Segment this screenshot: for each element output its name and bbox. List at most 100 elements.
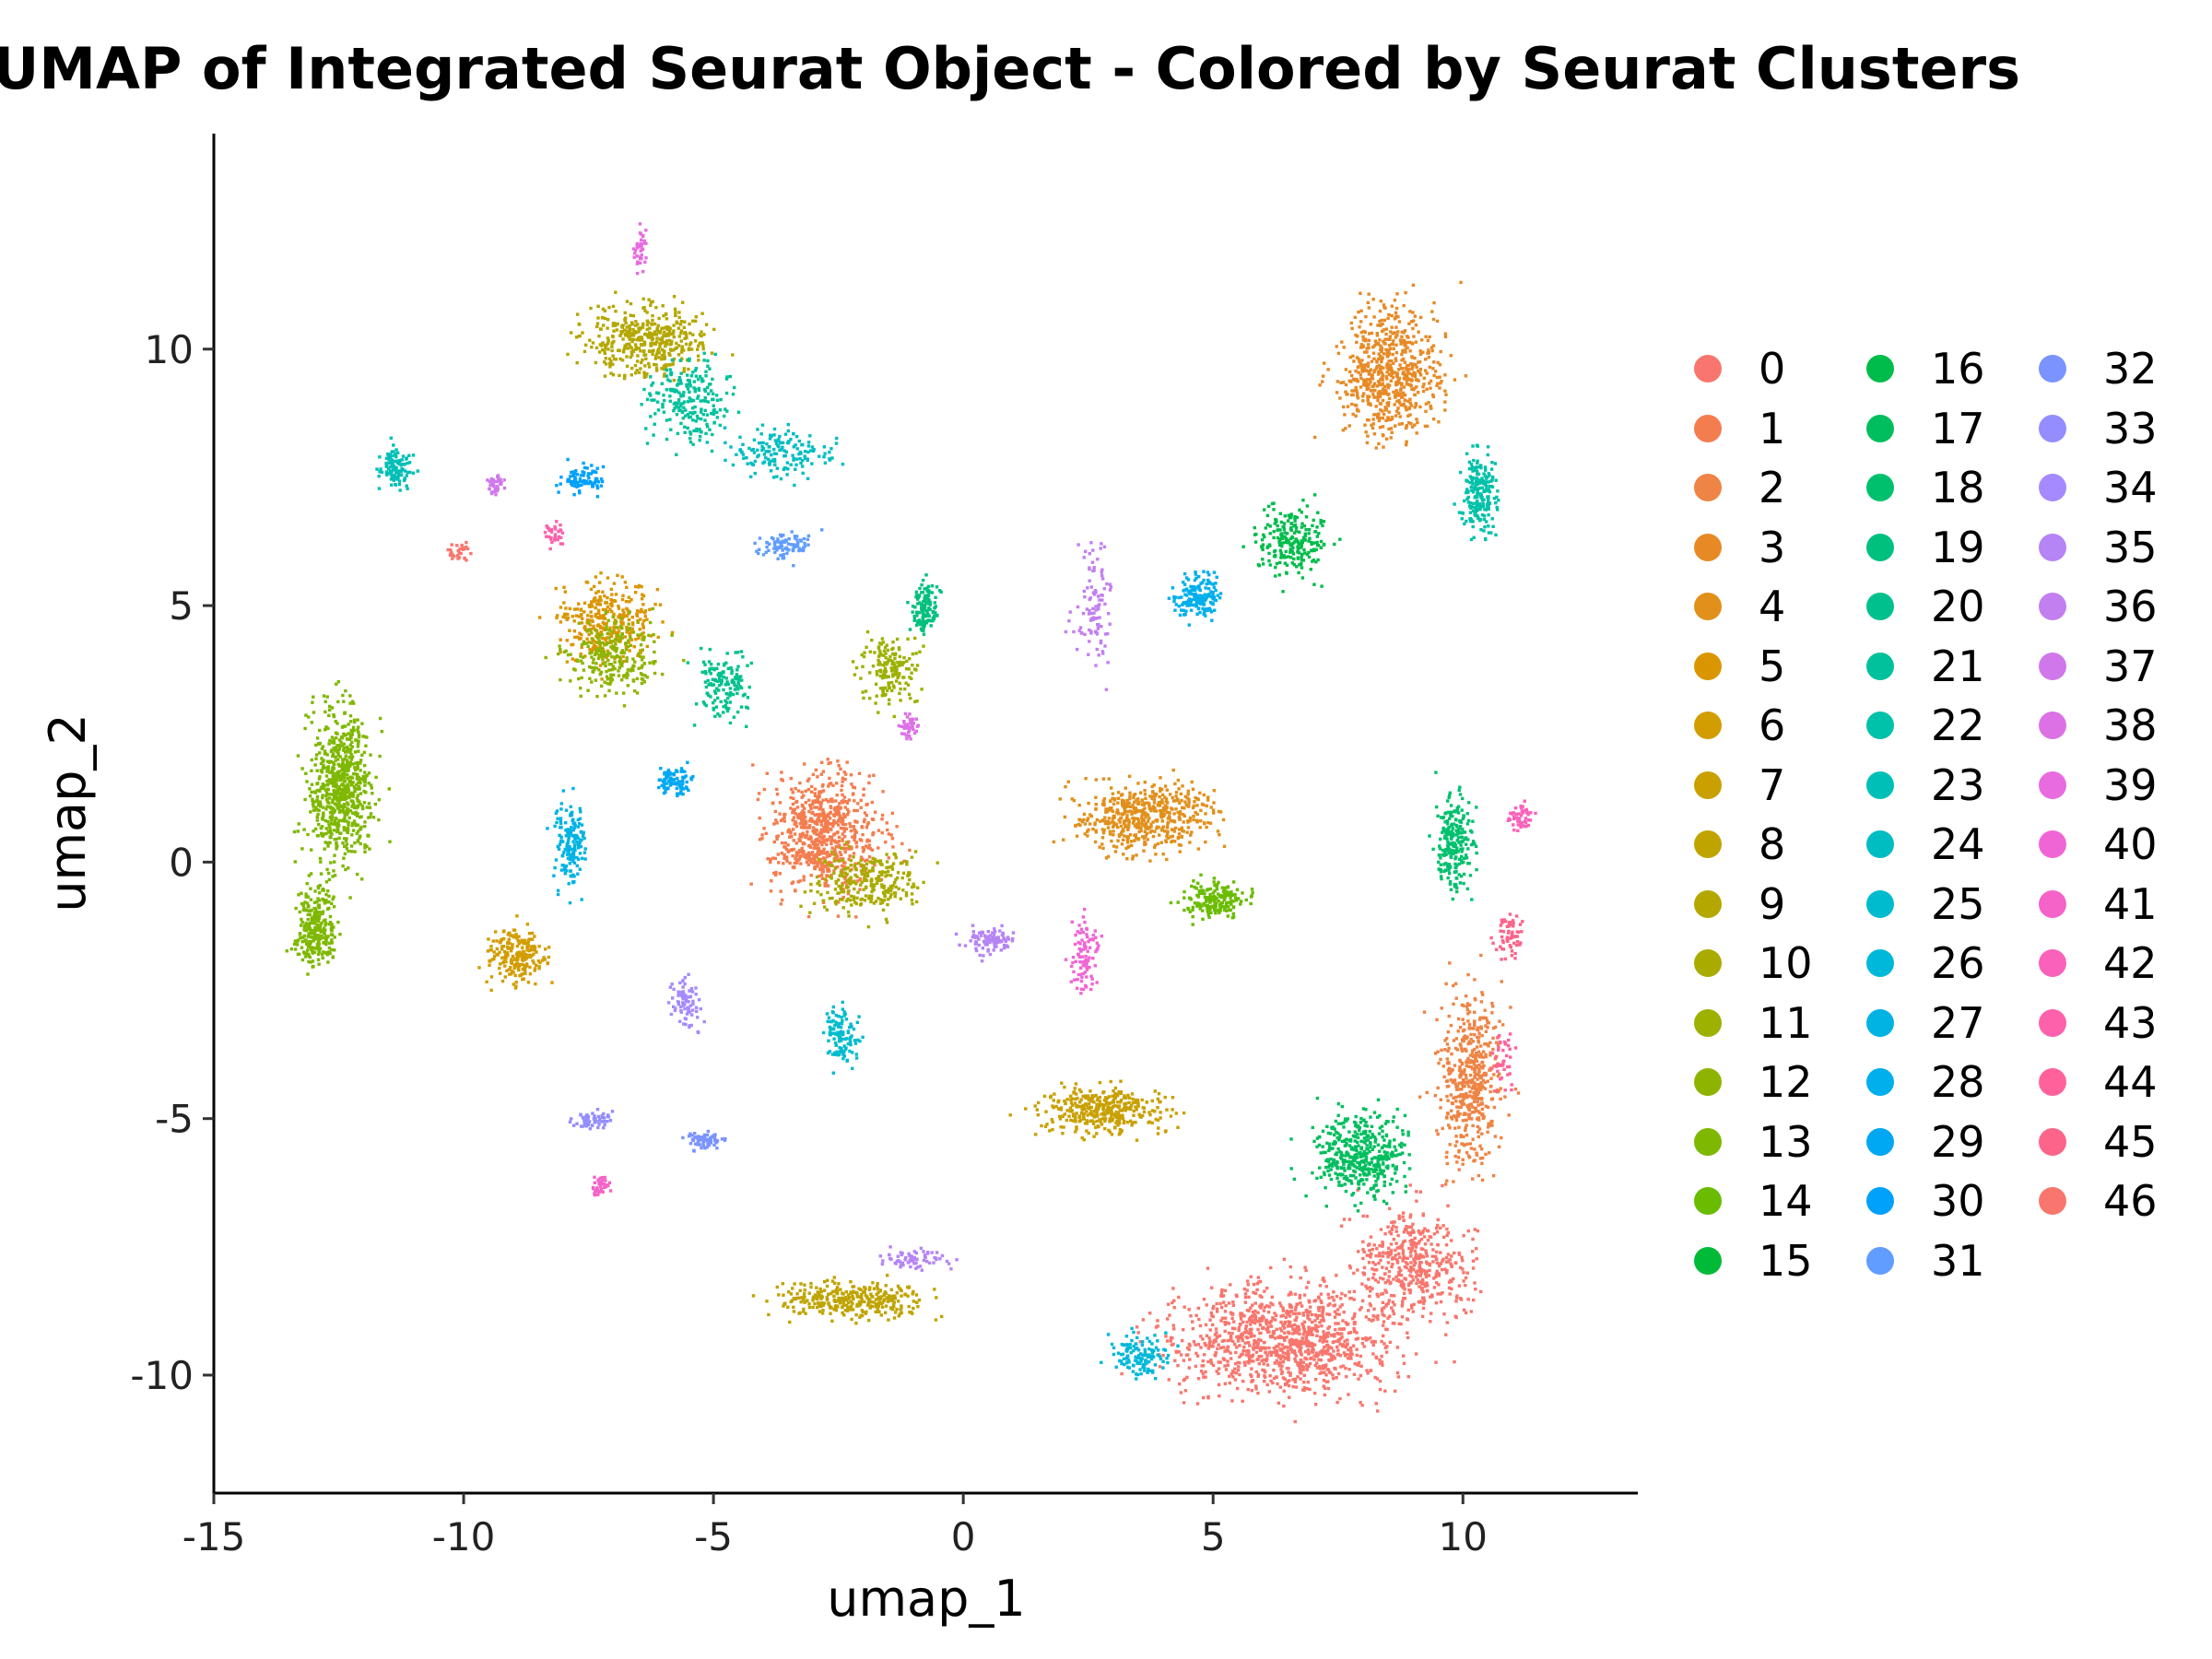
data-point [1224, 1368, 1229, 1371]
data-point [628, 649, 631, 653]
data-point [1295, 1344, 1300, 1347]
data-point [498, 941, 502, 945]
data-point [1124, 786, 1127, 790]
data-point [810, 802, 815, 806]
data-point [1376, 384, 1380, 388]
data-point [1082, 1117, 1086, 1121]
data-point [793, 861, 797, 865]
data-point [1322, 1384, 1325, 1388]
data-point [598, 594, 602, 599]
data-point [1371, 298, 1375, 301]
data-point [1344, 1366, 1347, 1371]
data-point [1105, 1096, 1110, 1100]
data-point [541, 959, 545, 962]
data-point [1326, 1347, 1330, 1351]
data-point [1122, 1096, 1126, 1100]
data-point [1296, 1324, 1300, 1328]
data-point [1258, 1279, 1263, 1284]
data-point [802, 854, 806, 858]
data-point [1369, 1336, 1372, 1340]
data-point [1390, 325, 1394, 329]
data-point [608, 607, 612, 611]
data-point [799, 835, 804, 839]
data-point [1445, 1150, 1449, 1155]
data-point [544, 947, 547, 951]
data-point [1120, 1109, 1124, 1112]
data-point [1384, 418, 1388, 422]
data-point [877, 829, 881, 832]
data-point [1355, 340, 1359, 345]
data-point [1394, 1241, 1398, 1245]
data-point [1117, 1089, 1121, 1094]
data-point [638, 628, 641, 631]
data-point [894, 1311, 898, 1314]
data-point [803, 841, 806, 846]
data-point [1278, 1385, 1282, 1389]
data-point [1360, 1336, 1365, 1341]
data-point [779, 818, 783, 822]
data-point [1367, 372, 1371, 376]
data-point [1378, 338, 1382, 342]
data-point [1233, 1326, 1237, 1331]
data-point [1172, 812, 1176, 816]
data-point [841, 816, 844, 820]
data-point [1484, 1054, 1488, 1059]
data-point [534, 982, 537, 986]
data-point [786, 830, 790, 834]
data-point [1463, 1112, 1466, 1115]
data-point [1077, 1104, 1081, 1109]
data-point [1389, 436, 1393, 440]
data-point [1480, 1084, 1484, 1088]
data-point [1426, 351, 1430, 355]
data-point [607, 632, 612, 636]
data-point [1396, 1252, 1401, 1255]
data-point [1116, 1124, 1120, 1127]
data-point [1481, 1078, 1486, 1083]
data-point [844, 1299, 849, 1302]
data-point [1143, 830, 1147, 833]
data-point [851, 1301, 854, 1305]
data-point [1393, 371, 1396, 374]
data-point [1079, 1098, 1083, 1101]
data-point [1467, 1065, 1471, 1068]
data-point [1024, 1107, 1028, 1111]
data-point [818, 790, 821, 794]
cluster-6-points [477, 914, 554, 993]
data-point [1359, 309, 1363, 312]
data-point [1171, 795, 1174, 800]
data-point [1126, 836, 1131, 840]
data-point [1241, 1313, 1245, 1317]
data-point [1383, 1281, 1387, 1285]
data-point [1217, 1382, 1221, 1387]
data-point [1473, 1068, 1477, 1073]
data-point [1368, 332, 1371, 335]
data-point [595, 603, 599, 606]
data-point [1213, 1338, 1217, 1342]
data-point [1289, 1292, 1293, 1296]
data-point [1367, 1277, 1371, 1281]
data-point [851, 835, 854, 839]
data-point [1340, 340, 1344, 344]
data-point [1293, 1419, 1297, 1424]
data-point [1347, 1348, 1350, 1352]
data-point [1191, 787, 1195, 791]
data-point [1243, 1363, 1247, 1368]
data-point [1314, 1351, 1319, 1355]
data-point [1199, 1335, 1203, 1338]
data-point [617, 604, 620, 608]
data-point [1338, 1354, 1343, 1358]
data-point [1252, 1342, 1256, 1347]
data-point [559, 620, 563, 624]
data-point [1077, 1120, 1081, 1124]
data-point [826, 819, 830, 823]
data-point [836, 854, 840, 858]
data-point [1382, 1251, 1385, 1254]
data-point [885, 821, 888, 825]
data-point [1197, 1317, 1201, 1322]
data-point [1421, 1279, 1425, 1283]
data-point [1457, 1168, 1461, 1171]
data-point [1465, 1007, 1469, 1012]
data-point [820, 842, 824, 847]
data-point [817, 846, 821, 850]
data-point [1403, 394, 1407, 397]
